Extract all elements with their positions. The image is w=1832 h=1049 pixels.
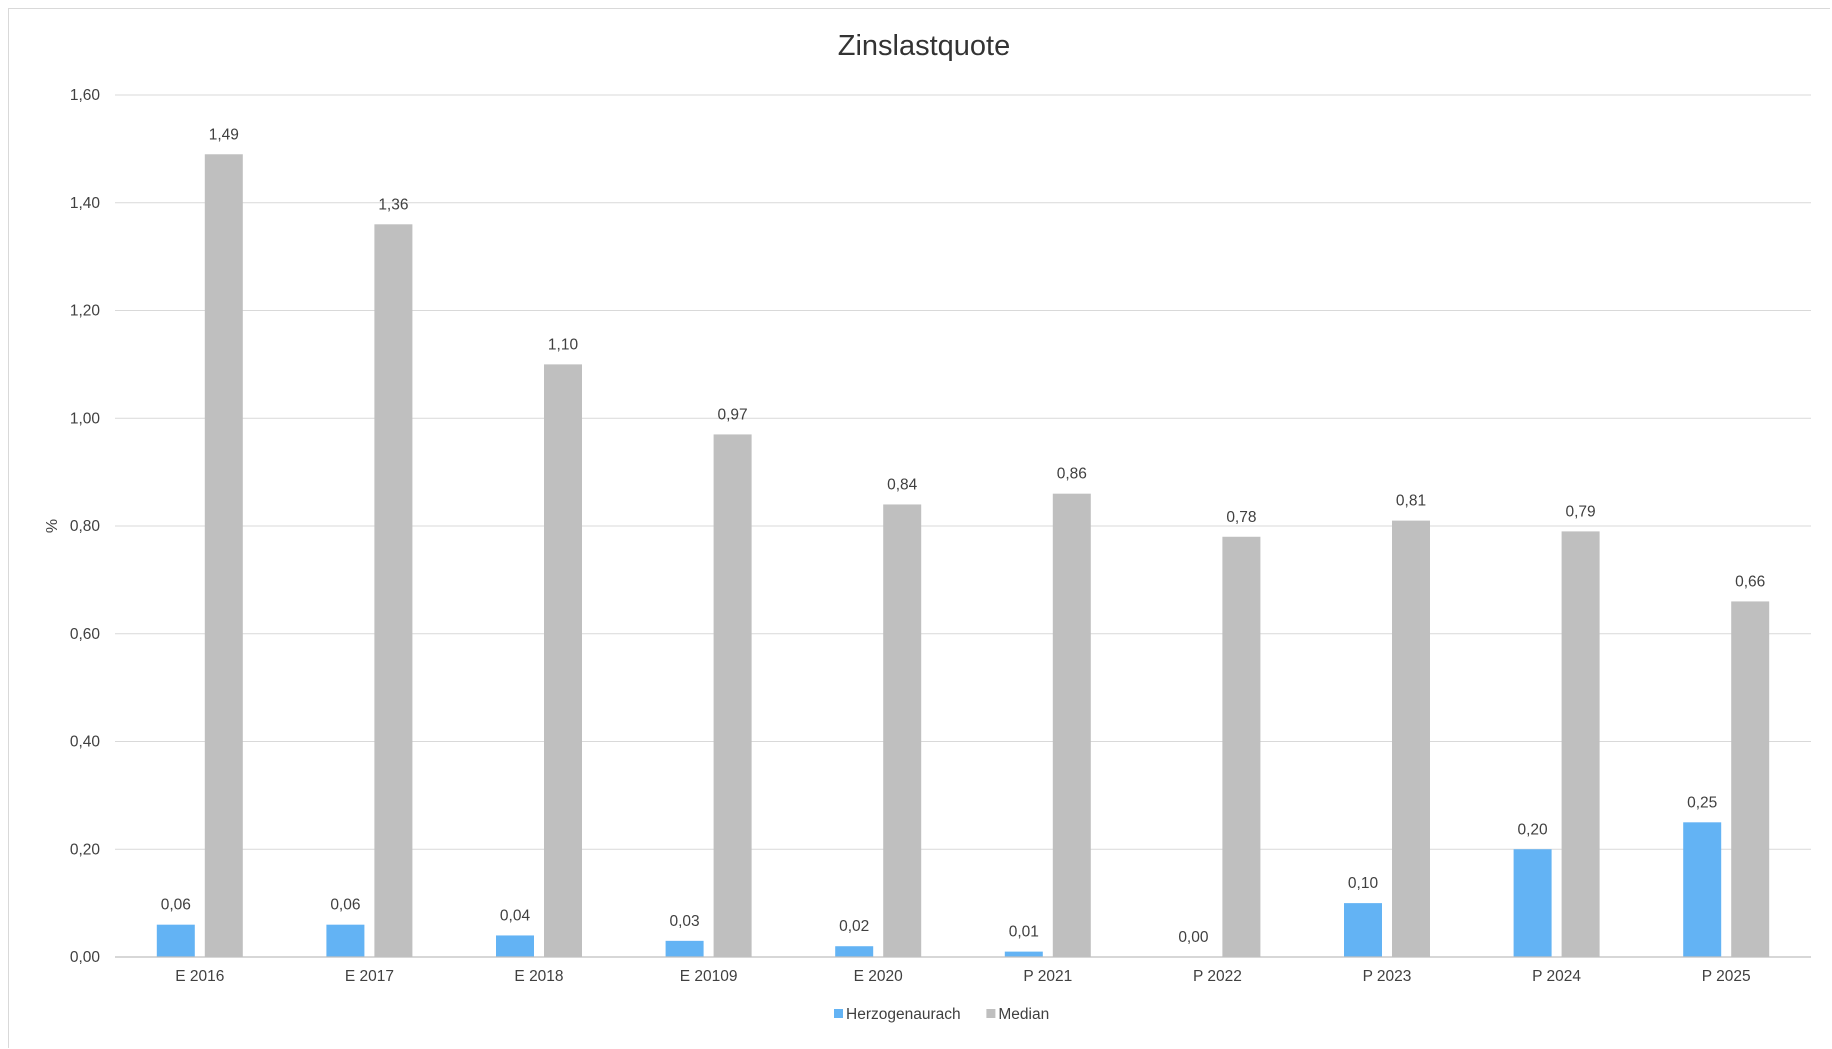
y-axis-title: %: [44, 519, 61, 533]
x-tick-label: E 20109: [680, 968, 738, 985]
x-tick-label: P 2021: [1023, 968, 1072, 985]
bar-median: [713, 434, 752, 958]
x-tick-label: E 2020: [854, 968, 904, 985]
bar-herzogenaurach: [1513, 849, 1552, 957]
bar-median: [204, 154, 243, 957]
x-tick-label: P 2025: [1702, 968, 1751, 985]
legend: Herzogenaurach Median: [834, 1006, 1049, 1023]
y-tick-label: 0,40: [70, 734, 101, 751]
chart-svg: 0,06 1,49 0,06 1,36 0,04 1,10 0,03 0,97 0,02 0,84…: [44, 30, 1811, 1023]
data-label: 1,36: [378, 196, 408, 213]
bars-layer: [156, 154, 1770, 958]
x-tick-label: P 2024: [1532, 968, 1581, 985]
data-label: 0,66: [1735, 573, 1765, 590]
data-label: 0,06: [161, 897, 191, 914]
data-label: 0,81: [1396, 493, 1426, 510]
x-tick-label: E 2016: [175, 968, 224, 985]
legend-label: Herzogenaurach: [846, 1006, 961, 1023]
y-tick-label: 0,60: [70, 626, 101, 643]
bar-herzogenaurach: [1344, 903, 1382, 957]
data-label: 0,86: [1057, 466, 1087, 483]
bar-herzogenaurach: [835, 946, 874, 957]
chart-frame: 0,06 1,49 0,06 1,36 0,04 1,10 0,03 0,97 0,02 0,84…: [8, 8, 1830, 1048]
data-label: 1,10: [548, 336, 579, 353]
bar-median: [1561, 531, 1600, 957]
x-tick-label: E 2018: [514, 968, 563, 985]
data-label: 0,97: [718, 406, 748, 423]
bar-herzogenaurach: [326, 924, 365, 957]
x-tick-label: P 2023: [1363, 968, 1412, 985]
data-label: 0,03: [670, 913, 700, 930]
data-label: 0,78: [1226, 509, 1256, 526]
x-tick-label: E 2017: [345, 968, 394, 985]
data-label: 0,01: [1009, 924, 1039, 941]
data-label: 0,06: [330, 897, 360, 914]
bar-herzogenaurach: [156, 924, 195, 957]
data-label: 0,79: [1566, 503, 1596, 520]
bar-median: [1392, 520, 1430, 957]
bar-herzogenaurach: [1683, 822, 1722, 957]
y-tick-label: 1,40: [70, 195, 101, 212]
legend-swatch: [834, 1009, 843, 1018]
chart-title: Zinslastquote: [838, 30, 1011, 62]
data-label: 0,25: [1687, 794, 1717, 811]
labels-layer: 0,06 1,49 0,06 1,36 0,04 1,10 0,03 0,97 0,02 0,84…: [161, 126, 1766, 946]
x-tick-label: P 2022: [1193, 968, 1242, 985]
data-label: 0,00: [1178, 929, 1209, 946]
y-tick-label: 1,00: [70, 410, 101, 427]
bar-herzogenaurach: [665, 940, 704, 957]
bar-median: [374, 224, 413, 958]
data-label: 1,49: [209, 126, 239, 143]
y-tick-label: 0,00: [70, 949, 101, 966]
y-tick-label: 1,60: [70, 87, 101, 104]
bar-median: [1052, 493, 1091, 957]
legend-label: Median: [998, 1006, 1049, 1023]
bar-herzogenaurach: [1004, 951, 1043, 957]
grid-layer: [115, 94, 1811, 850]
data-label: 0,04: [500, 907, 531, 924]
bar-herzogenaurach: [496, 935, 534, 957]
axis-layer: 0,00 0,20 0,40 0,60 0,80 1,00 1,20 1,40 1,60 E 20…: [70, 87, 1811, 985]
data-label: 0,84: [887, 476, 918, 493]
bar-median: [883, 504, 922, 957]
bar-median: [1222, 536, 1261, 957]
data-label: 0,02: [839, 918, 869, 935]
legend-swatch: [986, 1009, 996, 1018]
data-label: 0,20: [1518, 821, 1549, 838]
bar-median: [544, 364, 582, 957]
y-tick-label: 1,20: [70, 303, 101, 320]
data-label: 0,10: [1348, 875, 1379, 892]
y-tick-label: 0,80: [70, 518, 101, 535]
y-tick-label: 0,20: [70, 841, 101, 858]
bar-median: [1731, 601, 1770, 957]
